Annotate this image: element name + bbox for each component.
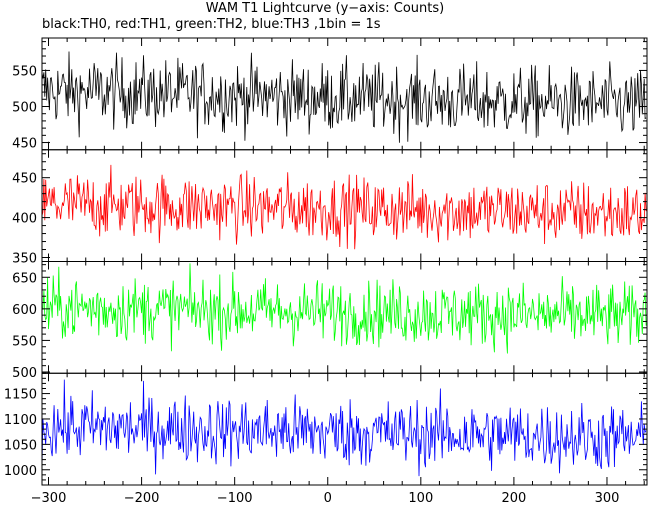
series-line-th0 (41, 51, 647, 143)
y-tick-label: 650 (12, 271, 37, 286)
panel-frame-th0 (41, 37, 648, 151)
series-line-th2 (41, 263, 647, 354)
y-tick-label: 500 (12, 100, 37, 115)
y-tick-label: 450 (12, 137, 37, 152)
y-tick-label: 1000 (4, 464, 37, 479)
y-tick-label: 550 (12, 64, 37, 79)
x-tick-label: −100 (217, 491, 253, 505)
y-tick-label: 400 (12, 212, 37, 227)
chart-subtitle: black:TH0, red:TH1, green:TH2, blue:TH3 … (42, 17, 381, 32)
x-tick-label: 200 (501, 491, 526, 505)
x-tick-label: 300 (595, 491, 620, 505)
y-tick-label: 600 (12, 303, 37, 318)
y-tick-label: 550 (12, 334, 37, 349)
series-line-th3 (41, 379, 647, 477)
series-line-th1 (41, 164, 647, 250)
y-tick-label: 350 (12, 252, 37, 267)
chart-title: WAM T1 Lightcurve (y−axis: Counts) (205, 1, 445, 16)
y-tick-label: 1050 (4, 438, 37, 453)
y-tick-label: 500 (12, 366, 37, 381)
x-tick-label: 0 (324, 491, 332, 505)
y-tick-label: 1150 (4, 388, 37, 403)
y-tick-label: 1100 (4, 413, 37, 428)
x-tick-label: 100 (408, 491, 433, 505)
x-tick-label: −300 (31, 491, 67, 505)
x-tick-label: −200 (124, 491, 160, 505)
y-tick-label: 450 (12, 172, 37, 187)
